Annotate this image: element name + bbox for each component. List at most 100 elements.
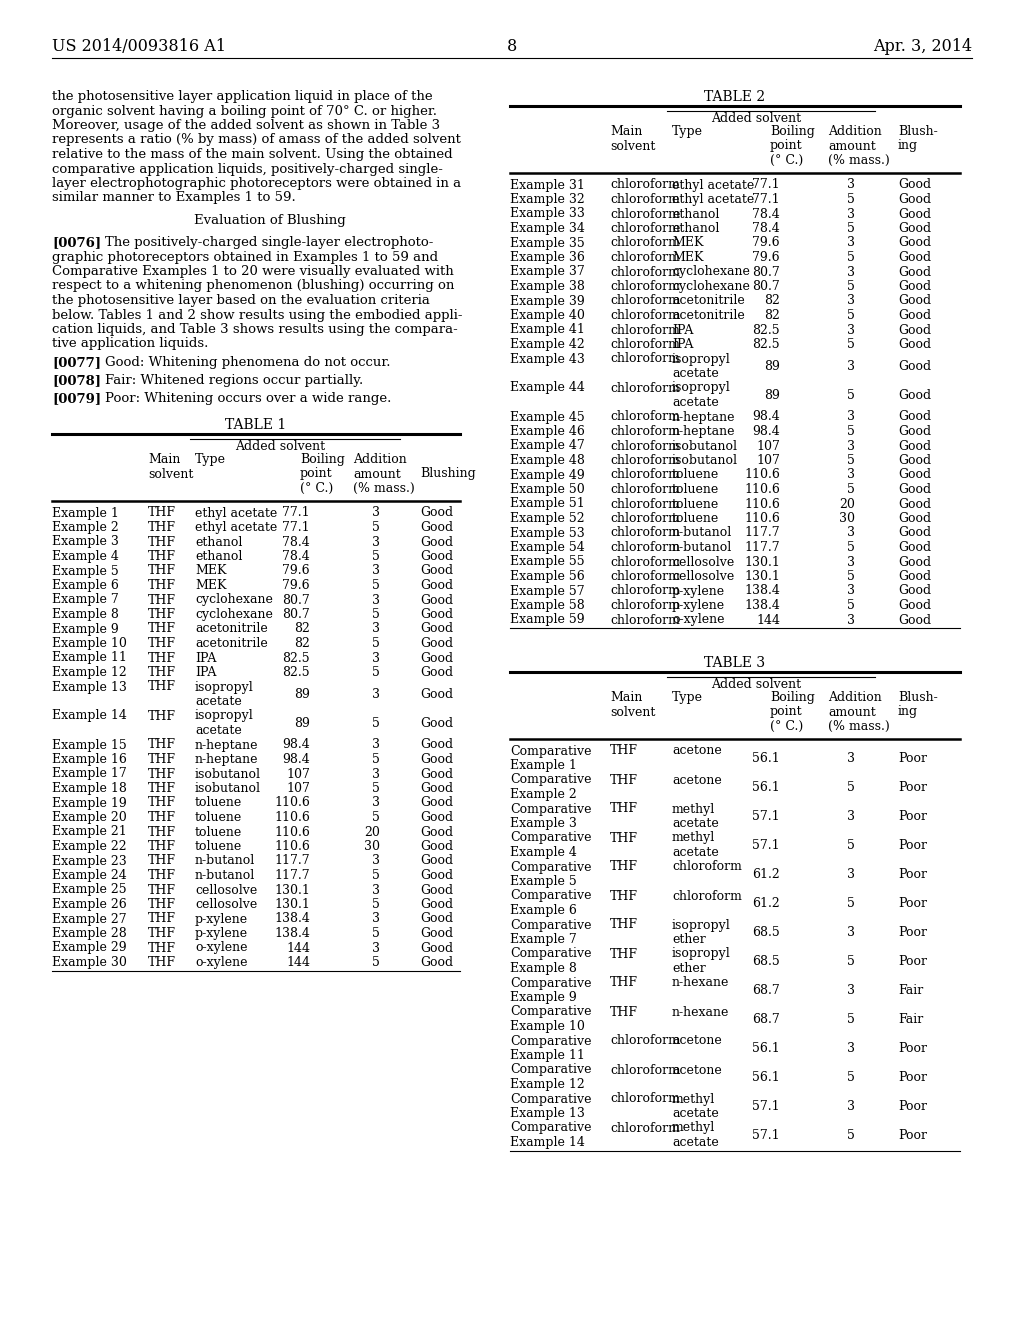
Text: Example 53: Example 53	[510, 527, 585, 540]
Text: 5: 5	[372, 521, 380, 535]
Text: isopropyl: isopropyl	[195, 681, 254, 693]
Text: 5: 5	[847, 425, 855, 438]
Text: Example 39: Example 39	[510, 294, 585, 308]
Text: chloroform: chloroform	[610, 556, 680, 569]
Text: chloroform: chloroform	[672, 861, 741, 874]
Text: 138.4: 138.4	[744, 585, 780, 598]
Text: 3: 3	[847, 1041, 855, 1055]
Text: ing: ing	[898, 140, 919, 153]
Text: Good: Good	[898, 338, 931, 351]
Text: 3: 3	[847, 469, 855, 482]
Text: chloroform: chloroform	[672, 890, 741, 903]
Text: ether: ether	[672, 962, 706, 975]
Text: Type: Type	[672, 690, 703, 704]
Text: chloroform: chloroform	[610, 222, 680, 235]
Text: MEK: MEK	[195, 579, 226, 591]
Text: amount: amount	[828, 140, 876, 153]
Text: Example 18: Example 18	[52, 781, 127, 795]
Text: acetonitrile: acetonitrile	[672, 294, 744, 308]
Text: Fair: Whitened regions occur partially.: Fair: Whitened regions occur partially.	[105, 374, 364, 387]
Text: THF: THF	[610, 803, 638, 816]
Text: IPA: IPA	[672, 338, 693, 351]
Text: chloroform: chloroform	[610, 178, 680, 191]
Text: 144: 144	[286, 956, 310, 969]
Text: 82: 82	[294, 638, 310, 649]
Text: n-heptane: n-heptane	[195, 738, 258, 751]
Text: n-hexane: n-hexane	[672, 1006, 729, 1019]
Text: 110.6: 110.6	[744, 483, 780, 496]
Text: Example 25: Example 25	[52, 883, 127, 896]
Text: Example 37: Example 37	[510, 265, 585, 279]
Text: THF: THF	[148, 927, 176, 940]
Text: Added solvent: Added solvent	[711, 678, 801, 690]
Text: 3: 3	[372, 767, 380, 780]
Text: THF: THF	[148, 898, 176, 911]
Text: 5: 5	[372, 898, 380, 911]
Text: THF: THF	[148, 869, 176, 882]
Text: Comparative: Comparative	[510, 948, 592, 961]
Text: 30: 30	[839, 512, 855, 525]
Text: toluene: toluene	[195, 810, 243, 824]
Text: THF: THF	[610, 977, 638, 990]
Text: 57.1: 57.1	[753, 838, 780, 851]
Text: Comparative: Comparative	[510, 744, 592, 758]
Text: Example 41: Example 41	[510, 323, 585, 337]
Text: 77.1: 77.1	[283, 507, 310, 520]
Text: Comparative: Comparative	[510, 1035, 592, 1048]
Text: THF: THF	[148, 912, 176, 925]
Text: 68.5: 68.5	[753, 925, 780, 939]
Text: THF: THF	[148, 609, 176, 620]
Text: Poor: Poor	[898, 867, 927, 880]
Text: 107: 107	[756, 454, 780, 467]
Text: Example 7: Example 7	[52, 594, 119, 606]
Text: 3: 3	[847, 207, 855, 220]
Text: 5: 5	[372, 781, 380, 795]
Text: Comparative: Comparative	[510, 1006, 592, 1019]
Text: Example 21: Example 21	[52, 825, 127, 838]
Text: Good: Good	[898, 527, 931, 540]
Text: 3: 3	[372, 738, 380, 751]
Text: Example 34: Example 34	[510, 222, 585, 235]
Text: acetone: acetone	[672, 744, 722, 758]
Text: Comparative Examples 1 to 20 were visually evaluated with: Comparative Examples 1 to 20 were visual…	[52, 265, 454, 279]
Text: Example 20: Example 20	[52, 810, 127, 824]
Text: 3: 3	[847, 265, 855, 279]
Text: 3: 3	[847, 440, 855, 453]
Text: 130.1: 130.1	[274, 883, 310, 896]
Text: o-xylene: o-xylene	[195, 956, 248, 969]
Text: 5: 5	[847, 222, 855, 235]
Text: Good: Good	[898, 570, 931, 583]
Text: isobutanol: isobutanol	[672, 440, 738, 453]
Text: Poor: Poor	[898, 1100, 927, 1113]
Text: 89: 89	[764, 389, 780, 401]
Text: Example 52: Example 52	[510, 512, 585, 525]
Text: Good: Good	[898, 222, 931, 235]
Text: 144: 144	[286, 941, 310, 954]
Text: o-xylene: o-xylene	[672, 614, 725, 627]
Text: THF: THF	[148, 710, 176, 722]
Text: 138.4: 138.4	[274, 927, 310, 940]
Text: Apr. 3, 2014: Apr. 3, 2014	[872, 38, 972, 55]
Text: chloroform: chloroform	[610, 614, 680, 627]
Text: (% mass.): (% mass.)	[828, 719, 890, 733]
Text: TABLE 2: TABLE 2	[705, 90, 766, 104]
Text: Example 31: Example 31	[510, 178, 585, 191]
Text: 117.7: 117.7	[744, 527, 780, 540]
Text: 61.2: 61.2	[753, 867, 780, 880]
Text: Good: Good	[898, 265, 931, 279]
Text: The positively-charged single-layer electrophoto-: The positively-charged single-layer elec…	[105, 236, 433, 249]
Text: THF: THF	[148, 840, 176, 853]
Text: p-xylene: p-xylene	[672, 585, 725, 598]
Text: 5: 5	[372, 550, 380, 564]
Text: 5: 5	[847, 483, 855, 496]
Text: ing: ing	[898, 705, 919, 718]
Text: Blush-: Blush-	[898, 125, 938, 139]
Text: 20: 20	[839, 498, 855, 511]
Text: TABLE 1: TABLE 1	[225, 418, 287, 432]
Text: 79.6: 79.6	[753, 236, 780, 249]
Text: chloroform: chloroform	[610, 599, 680, 612]
Text: 3: 3	[372, 854, 380, 867]
Text: 3: 3	[847, 236, 855, 249]
Text: 8: 8	[507, 38, 517, 55]
Text: amount: amount	[828, 705, 876, 718]
